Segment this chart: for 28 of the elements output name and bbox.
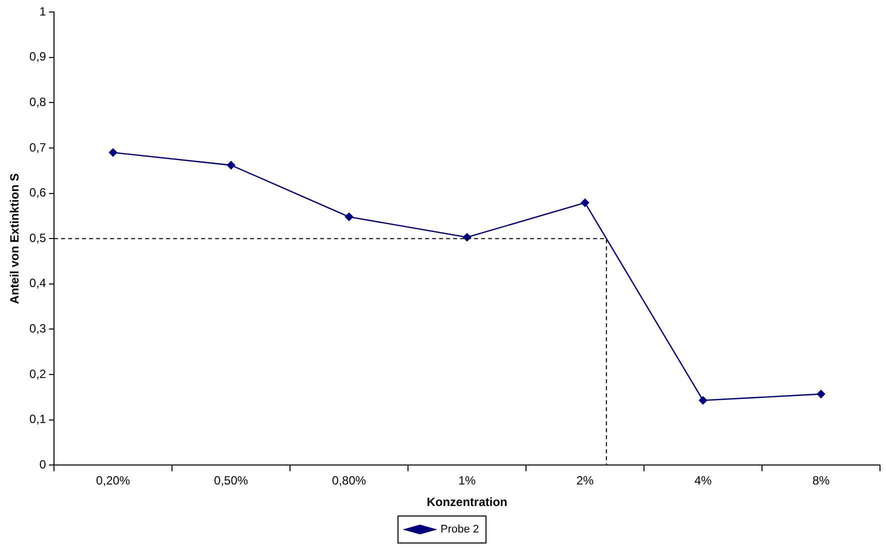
y-tick-label: 0,3 [29,322,46,336]
x-tick-label: 0,50% [214,474,248,488]
point [226,161,236,170]
y-tick-label: 0,1 [29,412,46,426]
y-tick-label: 0,4 [29,276,46,290]
y-tick-label: 0 [39,458,46,472]
legend-label: Probe 2 [440,524,480,536]
x-tick-label: 8% [812,474,830,488]
point [108,148,118,157]
y-tick-label: 1 [39,4,46,18]
point [816,390,826,398]
y-tick-label: 0,5 [29,230,46,245]
point [698,396,708,405]
y-tick-label: 0,6 [29,186,46,200]
point [580,198,590,207]
y-tick-label: 0,7 [29,140,46,154]
x-tick-label: 2% [576,474,594,488]
x-tick-label: 0,20% [96,474,130,488]
x-tick-label: 1% [458,474,476,488]
x-axis-title: Konzentration [426,495,508,510]
point [344,212,354,221]
point [462,233,472,242]
y-tick-label: 0,2 [29,366,46,381]
y-tick-label: 0,9 [29,50,46,64]
x-tick-label: 4% [694,474,712,488]
x-tick-label: 0,80% [332,474,366,488]
y-tick-label: 0,8 [29,94,46,109]
y-axis-title: Anteil von Extinktion S [8,173,22,304]
